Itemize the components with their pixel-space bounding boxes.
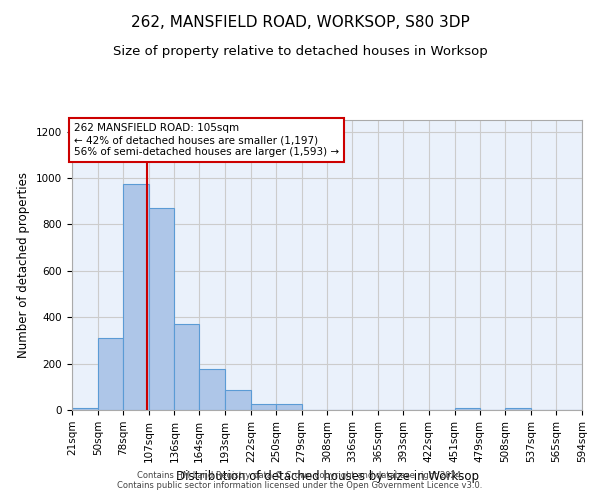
Bar xyxy=(276,404,302,410)
Bar xyxy=(199,370,225,410)
Text: 262, MANSFIELD ROAD, WORKSOP, S80 3DP: 262, MANSFIELD ROAD, WORKSOP, S80 3DP xyxy=(131,15,469,30)
Bar xyxy=(251,404,276,410)
Bar xyxy=(505,408,531,410)
X-axis label: Distribution of detached houses by size in Worksop: Distribution of detached houses by size … xyxy=(176,470,479,483)
Text: Size of property relative to detached houses in Worksop: Size of property relative to detached ho… xyxy=(113,45,487,58)
Bar xyxy=(72,408,98,410)
Bar xyxy=(175,324,199,410)
Bar xyxy=(455,408,479,410)
Bar xyxy=(98,338,123,410)
Text: 262 MANSFIELD ROAD: 105sqm
← 42% of detached houses are smaller (1,197)
56% of s: 262 MANSFIELD ROAD: 105sqm ← 42% of deta… xyxy=(74,124,339,156)
Bar xyxy=(149,208,175,410)
Text: Contains HM Land Registry data © Crown copyright and database right 2024.
Contai: Contains HM Land Registry data © Crown c… xyxy=(118,470,482,490)
Y-axis label: Number of detached properties: Number of detached properties xyxy=(17,172,31,358)
Bar xyxy=(123,184,149,410)
Bar xyxy=(225,390,251,410)
